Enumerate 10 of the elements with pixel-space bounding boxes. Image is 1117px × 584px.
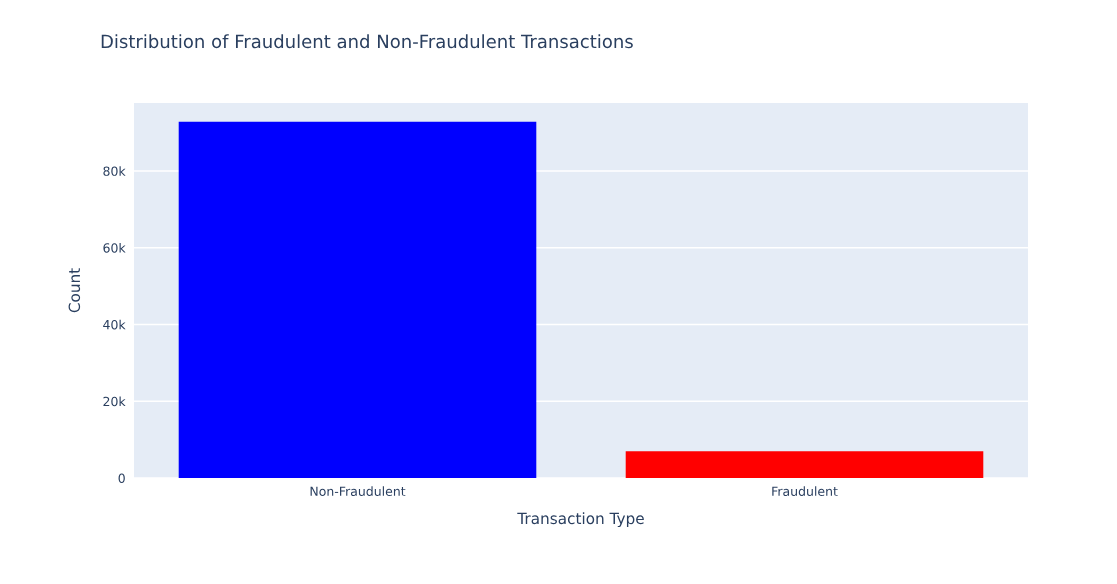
y-tick-label: 60k [103,242,126,253]
x-axis-title: Transaction Type [517,512,644,528]
chart-title: Distribution of Fraudulent and Non-Fraudulent Transactions [101,34,633,49]
y-axis-title: Count [68,268,81,313]
x-tick-label: Fraudulent [772,486,838,497]
y-tick-label: 0 [118,473,125,483]
y-tick-label: 80k [103,166,126,176]
x-tick-label: Non-Fraudulent [310,486,406,497]
y-tick-label: 40k [103,319,126,330]
y-tick-label: 20k [103,396,126,407]
